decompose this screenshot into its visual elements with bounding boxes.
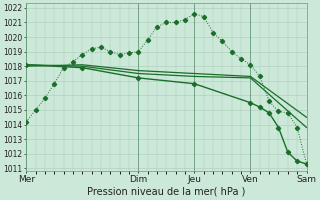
X-axis label: Pression niveau de la mer( hPa ): Pression niveau de la mer( hPa ) — [87, 187, 245, 197]
